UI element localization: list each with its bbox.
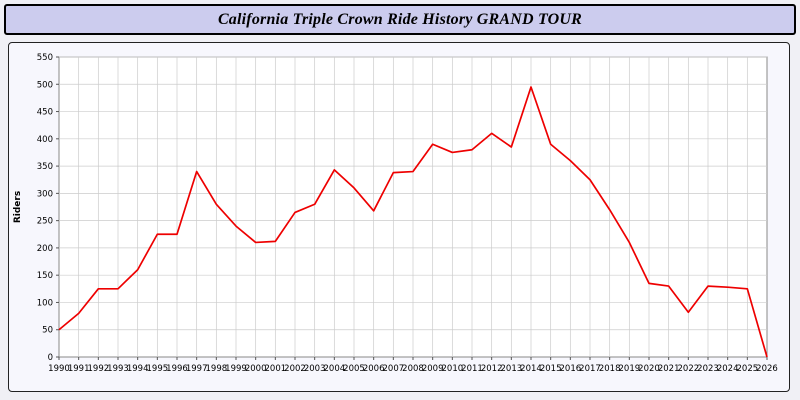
chart-panel: 1990 1991 1992 1993 1994 1995 1996 1997 1998 1999… xyxy=(8,42,790,392)
chart-title: California Triple Crown Ride History GRA… xyxy=(217,10,583,28)
y-tick-label: 350 xyxy=(37,162,53,172)
x-tick-label: 2000 xyxy=(245,364,267,374)
x-tick-label: 2005 xyxy=(343,364,365,374)
y-tick-label: 300 xyxy=(37,189,53,199)
riders-line-series xyxy=(58,86,768,358)
x-tick-label: 2026 xyxy=(756,364,778,374)
x-tick-label: 2004 xyxy=(324,364,346,374)
x-tick-label: 1998 xyxy=(206,364,228,374)
x-tick-label: 1990 xyxy=(48,364,70,374)
x-tick-label: 2013 xyxy=(501,364,523,374)
x-tick-label: 2011 xyxy=(461,364,483,374)
x-tick-label: 2024 xyxy=(717,364,739,374)
x-tick-label: 2007 xyxy=(383,364,405,374)
x-tick-label: 2012 xyxy=(481,364,503,374)
x-tick-label: 2010 xyxy=(442,364,464,374)
x-tick-label: 2014 xyxy=(520,364,542,374)
x-tick-label: 2009 xyxy=(422,364,444,374)
x-tick-label: 2015 xyxy=(540,364,562,374)
x-tick-label: 1992 xyxy=(88,364,110,374)
y-tick-label: 400 xyxy=(37,135,53,145)
y-tick-label: 250 xyxy=(37,217,53,227)
y-axis-title: Riders xyxy=(13,191,23,223)
x-tick-label: 2006 xyxy=(363,364,385,374)
chart-svg: 1990199119921993199419951996199719981999… xyxy=(13,53,778,374)
x-tick-label: 2018 xyxy=(599,364,621,374)
x-tick-label: 2016 xyxy=(560,364,582,374)
y-tick-label: 50 xyxy=(42,326,53,336)
x-tick-label: 1993 xyxy=(107,364,129,374)
y-tick-label: 450 xyxy=(37,108,53,118)
x-tick-label: 1996 xyxy=(166,364,188,374)
x-tick-label: 1991 xyxy=(68,364,90,374)
y-tick-label: 200 xyxy=(37,244,53,254)
x-tick-label: 1999 xyxy=(225,364,247,374)
x-tick-label: 2025 xyxy=(737,364,759,374)
x-tick-label: 1994 xyxy=(127,364,149,374)
x-tick-label: 1997 xyxy=(186,364,208,374)
y-tick-label: 0 xyxy=(48,353,53,363)
x-tick-label: 2020 xyxy=(638,364,660,374)
x-tick-label: 2022 xyxy=(678,364,700,374)
y-tick-label: 100 xyxy=(37,298,53,308)
x-tick-label: 2001 xyxy=(265,364,287,374)
x-tick-label: 2002 xyxy=(284,364,306,374)
title-bar: California Triple Crown Ride History GRA… xyxy=(4,4,796,35)
x-tick-label: 2021 xyxy=(658,364,680,374)
y-tick-label: 150 xyxy=(37,271,53,281)
x-tick-label: 2023 xyxy=(697,364,719,374)
x-tick-label: 2017 xyxy=(579,364,601,374)
x-tick-label: 2003 xyxy=(304,364,326,374)
x-tick-label: 2008 xyxy=(402,364,424,374)
x-tick-label: 1995 xyxy=(147,364,169,374)
y-tick-label: 500 xyxy=(37,80,53,90)
y-tick-label: 550 xyxy=(37,53,53,63)
x-tick-label: 2019 xyxy=(619,364,641,374)
